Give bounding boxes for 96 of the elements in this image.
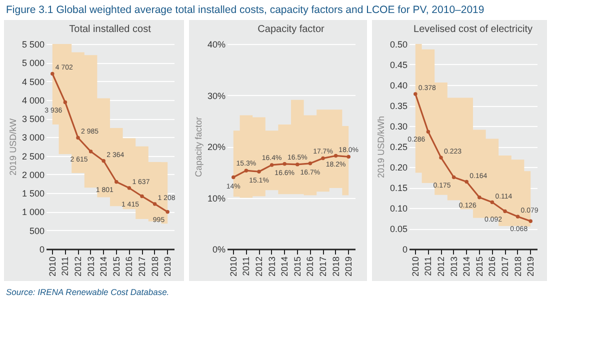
y-tick-label: 0.40 xyxy=(390,80,408,90)
y-tick-label: 4 000 xyxy=(22,95,44,106)
x-tick-label: 2018 xyxy=(512,256,523,277)
x-tick-label: 2010 xyxy=(228,256,238,277)
y-tick-label: 20% xyxy=(207,142,226,152)
point xyxy=(152,202,157,206)
x-tick-label: 2018 xyxy=(150,256,160,277)
point xyxy=(308,162,312,166)
x-tick-label: 2017 xyxy=(500,256,510,277)
point xyxy=(114,180,118,184)
x-tick-label: 2013 xyxy=(266,256,277,277)
y-tick-label: 0.25 xyxy=(390,142,408,152)
point xyxy=(464,180,468,184)
point xyxy=(257,170,261,174)
y-tick-label: 0.10 xyxy=(390,204,408,214)
point xyxy=(346,154,350,159)
y-tick-label: 0.45 xyxy=(390,60,408,70)
source-note: Source: IRENA Renewable Cost Database. xyxy=(5,286,170,299)
x-tick-label: 2018 xyxy=(330,256,341,277)
x-tick-label: 2011 xyxy=(423,256,434,276)
point xyxy=(76,136,80,140)
x-tick-label: 2015 xyxy=(111,256,122,277)
y-tick-label: 0 xyxy=(39,244,44,254)
point xyxy=(63,100,68,104)
y-tick-label: 0.30 xyxy=(390,122,408,132)
y-tick-label: 2 500 xyxy=(22,151,44,162)
y-tick-label: 3 500 xyxy=(22,114,44,124)
point xyxy=(334,154,338,158)
y-axis-title: Capacity factor xyxy=(193,116,204,178)
y-tick-label: 0.15 xyxy=(390,183,408,193)
y-axis-title: 2019 USD/kW xyxy=(8,118,18,176)
x-tick-label: 2015 xyxy=(474,256,484,277)
x-tick-label: 2019 xyxy=(526,256,536,277)
x-tick-label: 2015 xyxy=(292,256,302,277)
point xyxy=(478,195,482,200)
y-tick-label: 0.35 xyxy=(390,101,408,111)
point xyxy=(50,72,54,76)
point xyxy=(528,219,532,223)
x-tick-label: 2010 xyxy=(410,256,420,277)
point xyxy=(244,168,248,172)
point xyxy=(321,156,325,160)
chart-title: Total installed cost xyxy=(69,24,152,35)
x-tick-label: 2019 xyxy=(162,256,173,277)
x-tick-label: 2013 xyxy=(448,256,459,277)
y-tick-label: 40% xyxy=(207,40,226,50)
point xyxy=(166,210,170,214)
y-tick-label: 0.20 xyxy=(390,162,408,172)
point xyxy=(140,194,144,198)
x-tick-label: 2017 xyxy=(318,256,328,277)
x-tick-label: 2011 xyxy=(60,256,70,276)
x-tick-label: 2012 xyxy=(436,256,446,277)
y-tick-label: 0.50 xyxy=(390,40,408,50)
y-tick-label: 3 000 xyxy=(22,132,44,143)
point xyxy=(296,162,300,166)
y-tick-label: 0% xyxy=(212,244,226,254)
y-axis-title: 2019 USD/kWh xyxy=(376,116,386,178)
x-tick-label: 2014 xyxy=(462,256,472,277)
x-tick-label: 2011 xyxy=(241,256,252,276)
y-tick-label: 0 xyxy=(402,244,408,254)
x-tick-label: 2012 xyxy=(73,256,83,277)
x-tick-label: 2013 xyxy=(86,256,96,277)
x-tick-label: 2016 xyxy=(305,256,316,277)
point xyxy=(88,150,93,154)
point xyxy=(503,209,507,214)
y-tick-label: 5 500 xyxy=(22,40,44,50)
x-tick-label: 2019 xyxy=(344,256,354,277)
point xyxy=(452,175,456,180)
point xyxy=(102,159,106,163)
point xyxy=(439,156,443,160)
x-tick-label: 2014 xyxy=(98,256,109,277)
y-tick-label: 1 000 xyxy=(22,207,44,218)
point xyxy=(127,186,132,190)
y-tick-label: 2 000 xyxy=(22,170,44,180)
chart-title: Levelised cost of electricity xyxy=(414,24,532,35)
chart-title: Capacity factor xyxy=(258,24,326,35)
y-tick-label: 4 500 xyxy=(22,76,44,87)
point xyxy=(282,162,286,166)
point xyxy=(232,175,236,180)
y-tick-label: 500 xyxy=(29,226,44,236)
x-tick-label: 2014 xyxy=(280,256,290,277)
caption: Figure 3.1 Global weighted average total installed costs, capacity factors and LCOE for PV, 2010–2019 xyxy=(5,3,486,18)
y-tick-label: 30% xyxy=(207,90,226,101)
point xyxy=(516,214,520,218)
y-tick-label: 0.05 xyxy=(390,224,408,234)
y-tick-label: 10% xyxy=(207,193,226,204)
point xyxy=(426,130,430,134)
x-tick-label: 2016 xyxy=(124,256,134,277)
y-tick-label: 5 000 xyxy=(22,58,44,68)
point xyxy=(490,200,494,204)
x-tick-label: 2017 xyxy=(137,256,147,277)
point xyxy=(414,92,418,96)
x-tick-label: 2016 xyxy=(487,256,498,277)
point xyxy=(270,163,274,167)
y-tick-label: 1 500 xyxy=(22,188,44,199)
x-tick-label: 2012 xyxy=(254,256,264,277)
x-tick-label: 2010 xyxy=(47,256,58,277)
